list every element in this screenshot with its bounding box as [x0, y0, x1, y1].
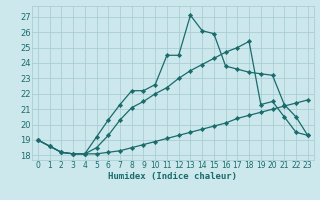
- X-axis label: Humidex (Indice chaleur): Humidex (Indice chaleur): [108, 172, 237, 181]
